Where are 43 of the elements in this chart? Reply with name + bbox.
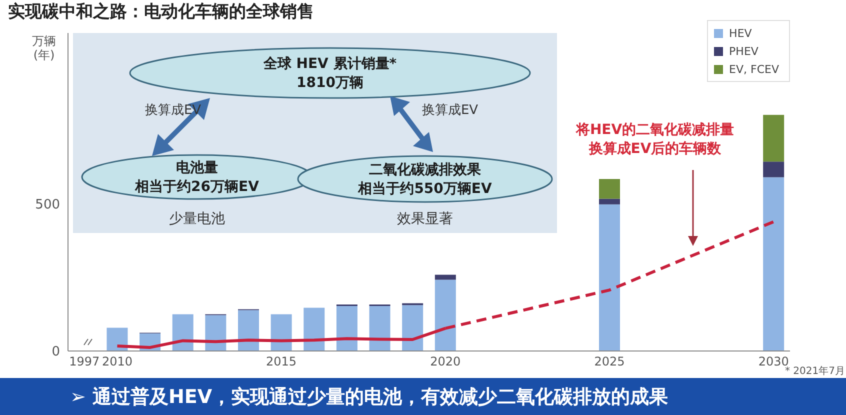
x-tick-label: 2020	[430, 354, 461, 369]
chart-title: 实现碳中和之路：电动化车辆的全球销售	[8, 1, 314, 23]
annotation: 换算成EV	[144, 103, 202, 118]
annotation: 全球 HEV 累计销量*	[262, 56, 398, 72]
x-tick-label: 2010	[102, 354, 132, 369]
y-tick-label: 500	[35, 197, 60, 212]
annotation: 换算成EV后的车辆数	[588, 140, 722, 157]
text: ➢ 通过普及HEV，实现通过少量的电池，有效减少二氧化碳排放的成果	[0, 378, 846, 415]
annotation: 相当于约550万辆EV	[357, 181, 492, 197]
legend-label: HEV	[729, 26, 752, 40]
bar	[304, 308, 325, 351]
bar	[205, 315, 226, 351]
bar	[763, 162, 784, 178]
bar	[599, 198, 620, 204]
annotation: 少量电池	[169, 211, 225, 227]
y-axis-title: 万辆 (年)	[32, 34, 56, 62]
x-tick-label: 2015	[266, 354, 297, 369]
bar	[763, 114, 784, 162]
annotation: 效果显著	[397, 211, 453, 227]
bar	[434, 274, 456, 280]
bar	[599, 204, 620, 351]
annotation: 将HEV的二氧化碳减排量	[574, 122, 734, 138]
annotation: 换算成EV	[422, 103, 478, 118]
bar	[763, 177, 784, 351]
annotation: 1810万辆	[296, 75, 364, 91]
x-tick-label: 1997	[69, 354, 100, 369]
annotation: 相当于约26万辆EV	[134, 179, 260, 195]
legend-label: PHEV	[729, 44, 758, 58]
bar	[106, 328, 128, 351]
x-tick-label: 2025	[594, 354, 625, 369]
bar	[172, 314, 194, 351]
text: * 2021年7月	[785, 365, 845, 377]
annotation: 电池量	[176, 160, 218, 176]
bar	[402, 305, 424, 351]
bar	[336, 306, 358, 351]
bar	[270, 314, 292, 351]
legend-label: EV, FCEV	[729, 62, 779, 76]
bar	[369, 306, 390, 351]
bar	[238, 310, 259, 351]
bar	[599, 179, 620, 199]
y-tick-label: 0	[52, 344, 60, 360]
bar	[434, 280, 456, 351]
annotation: 二氧化碳减排效果	[369, 162, 482, 178]
